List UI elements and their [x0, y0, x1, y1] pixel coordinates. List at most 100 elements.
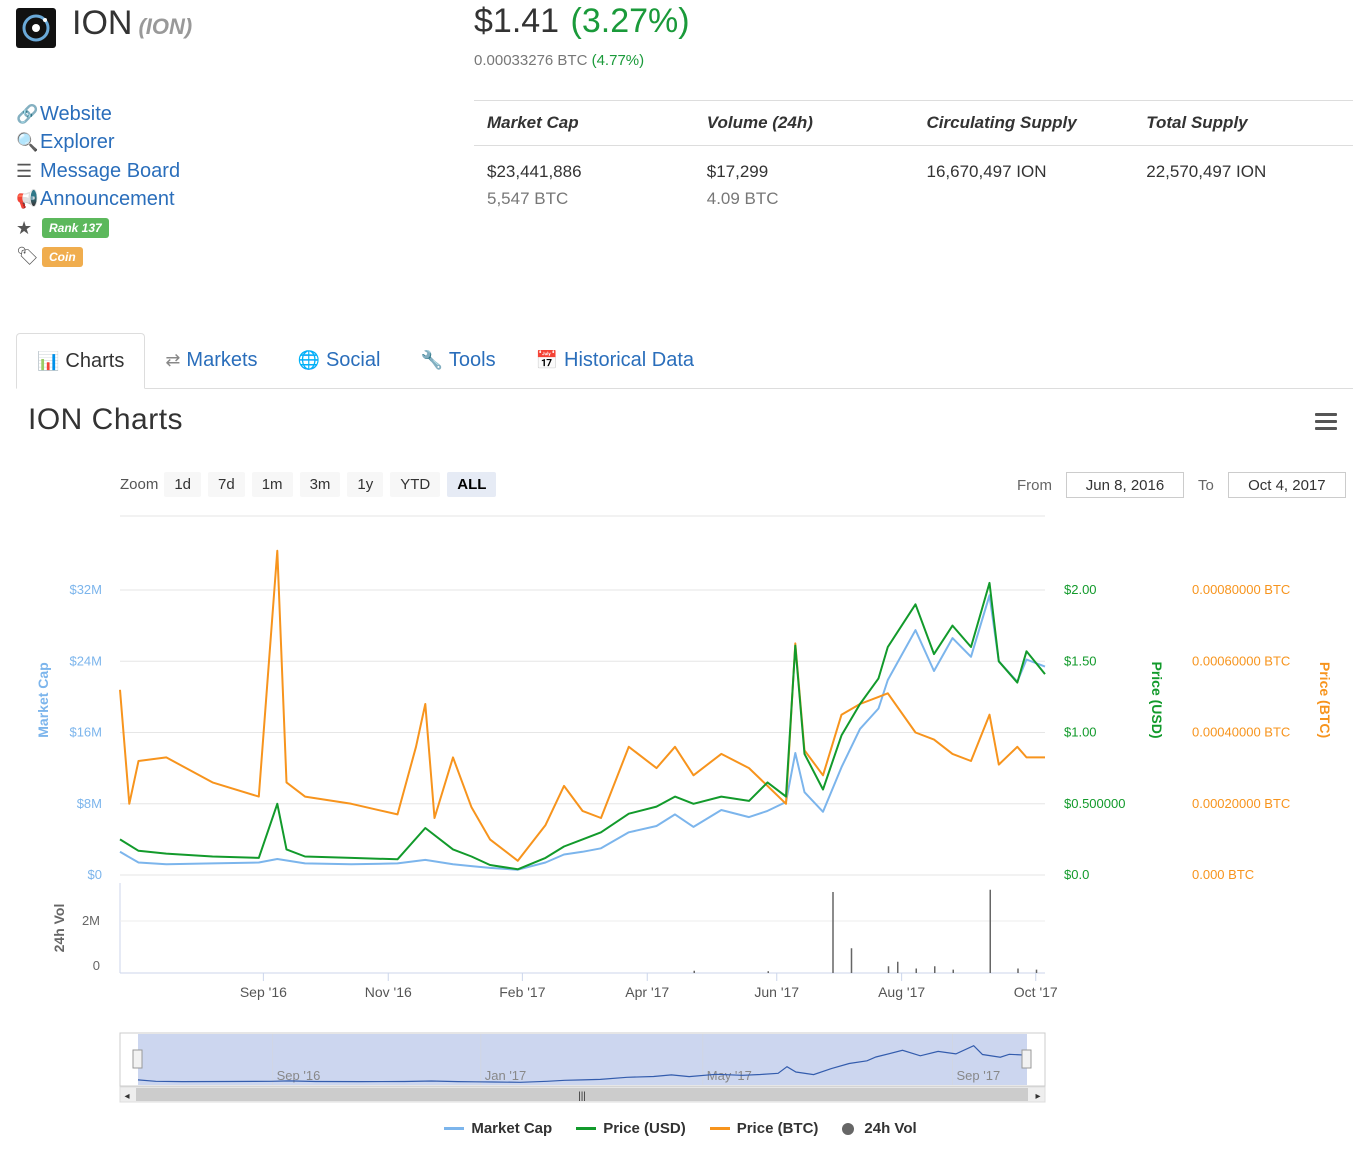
x-tick-label: Apr '17 [625, 984, 669, 1000]
zoom-7d-button[interactable]: 7d [208, 472, 245, 497]
tag-icon: 🏷 [16, 246, 39, 267]
x-tick-label: Jun '17 [754, 984, 799, 1000]
bar-chart-icon: 📊 [37, 350, 60, 371]
price-btc-change: (4.77%) [591, 52, 645, 69]
list-icon: ☰ [16, 160, 33, 181]
zoom-1m-button[interactable]: 1m [251, 472, 293, 497]
rank-row: ★ Rank 137 [16, 214, 180, 243]
series-price-btc- [119, 549, 1045, 862]
globe-icon: 🌐 [297, 349, 320, 370]
volume-bar [897, 961, 899, 973]
price-btc-tick-label: 0.00040000 BTC [1192, 725, 1290, 740]
zoom-all-button[interactable]: ALL [447, 472, 497, 497]
to-label: To [1198, 476, 1214, 494]
wrench-icon: 🔧 [420, 349, 443, 370]
zoom-1d-button[interactable]: 1d [164, 472, 202, 497]
stats-table: Market Cap Volume (24h) Circulating Supp… [474, 100, 1353, 209]
explorer-link[interactable]: 🔍 Explorer [16, 131, 115, 154]
date-range: From To [1017, 472, 1346, 498]
volume-bar [952, 969, 954, 973]
calendar-icon: 📅 [535, 349, 558, 370]
price-usd-tick-label: $1.50 [1064, 653, 1097, 668]
market-cap-tick-label: $8M [77, 796, 102, 811]
price-btc-axis-title: Price (BTC) [1317, 662, 1333, 738]
market-cap-tick-label: $0 [88, 867, 102, 882]
star-icon: ★ [16, 217, 33, 238]
legend-market-cap[interactable]: Market Cap [444, 1120, 552, 1137]
series-price-usd- [119, 581, 1046, 871]
volume-bar [767, 971, 769, 973]
volume-bar [832, 892, 834, 973]
price-usd-tick-label: $2.00 [1064, 582, 1097, 597]
tab-historical-data[interactable]: 📅 Historical Data [535, 348, 695, 371]
scrollbar-thumb [136, 1088, 1028, 1101]
circulating-supply-value: 16,670,497 ION [926, 162, 1047, 181]
scroll-left-icon: ◂ [124, 1091, 129, 1102]
coin-symbol: (ION) [138, 14, 193, 39]
market-cap-axis-title: Market Cap [35, 662, 51, 737]
volume-value: $17,299 4.09 BTC [706, 162, 779, 208]
volume-axis-title: 24h Vol [51, 904, 67, 953]
navigator-tick-label: Jan '17 [485, 1068, 527, 1083]
total-supply-value: 22,570,497 ION [1146, 162, 1267, 181]
message-board-link[interactable]: ☰ Message Board [16, 159, 181, 182]
announcement-link[interactable]: 📢 Announcement [16, 188, 175, 211]
volume-bar [850, 948, 853, 973]
zoom-controls: Zoom 1d 7d 1m 3m 1y YTD ALL [120, 472, 503, 497]
scroll-right-icon: ▸ [1035, 1091, 1040, 1102]
tab-charts[interactable]: 📊 Charts [16, 333, 146, 389]
volume-tick-label: 2M [82, 913, 100, 928]
website-link[interactable]: 🔗 Website [16, 102, 112, 125]
volume-bar [989, 889, 991, 973]
price-btc-tick-label: 0.00060000 BTC [1192, 653, 1290, 668]
legend-price-usd[interactable]: Price (USD) [576, 1120, 686, 1137]
zoom-ytd-button[interactable]: YTD [390, 472, 441, 497]
stats-header-market-cap: Market Cap [487, 113, 579, 132]
volume-bar [915, 968, 917, 973]
coin-type-badge: Coin [42, 246, 83, 267]
scrollbar-grip-icon: ||| [578, 1091, 586, 1102]
stats-header: Market Cap Volume (24h) Circulating Supp… [474, 101, 1353, 146]
from-date-input[interactable] [1066, 472, 1184, 498]
navigator-series [137, 1044, 1028, 1083]
volume-bar [934, 966, 936, 973]
navigator-tick-label: Sep '16 [277, 1068, 321, 1083]
volume-bar [1017, 968, 1019, 973]
chart-menu-icon[interactable] [1315, 413, 1337, 431]
bullhorn-icon: 📢 [16, 189, 39, 210]
market-cap-tick-label: $24M [69, 653, 102, 668]
zoom-3m-button[interactable]: 3m [299, 472, 341, 497]
market-cap-tick-label: $16M [69, 725, 102, 740]
x-tick-label: Oct '17 [1014, 984, 1058, 1000]
stats-values: $23,441,886 5,547 BTC $17,299 4.09 BTC 16,… [474, 146, 1353, 209]
tab-tools[interactable]: 🔧 Tools [420, 348, 496, 371]
to-date-input[interactable] [1227, 472, 1346, 498]
chart-legend: Market Cap Price (USD) Price (BTC) 24h V… [0, 1120, 1361, 1137]
coin-name: ION (ION) [72, 4, 193, 42]
price-usd-change: (3.27%) [570, 2, 690, 40]
price-btc: 0.00033276 BTC (4.77%) [474, 52, 645, 69]
legend-24h-vol[interactable]: 24h Vol [842, 1120, 917, 1137]
type-row: 🏷 Coin [16, 243, 180, 272]
price-usd-tick-label: $0.500000 [1064, 796, 1125, 811]
from-label: From [1017, 476, 1052, 494]
tab-markets[interactable]: ⇄ Markets [165, 348, 258, 371]
coin-links: 🔗 Website 🔍 Explorer ☰ Message Board 📢 Annou… [16, 100, 180, 271]
volume-bar [1035, 969, 1038, 973]
zoom-1y-button[interactable]: 1y [347, 472, 384, 497]
legend-price-btc[interactable]: Price (BTC) [709, 1120, 818, 1137]
price-btc-tick-label: 0.000 BTC [1192, 867, 1254, 882]
price-usd-tick-label: $1.00 [1064, 725, 1097, 740]
tab-social[interactable]: 🌐 Social [297, 348, 381, 371]
x-tick-label: Nov '16 [365, 984, 412, 1000]
x-tick-label: Feb '17 [499, 984, 545, 1000]
price-usd-tick-label: $0.0 [1064, 867, 1089, 882]
volume-bar [887, 966, 890, 973]
navigator-tick-label: May '17 [707, 1068, 752, 1083]
link-icon: 🔗 [16, 103, 39, 124]
navigator-tick-label: Sep '17 [957, 1068, 1001, 1083]
series-market-cap [119, 594, 1046, 871]
volume-tick-label: 0 [93, 958, 100, 973]
ion-logo [16, 8, 56, 48]
